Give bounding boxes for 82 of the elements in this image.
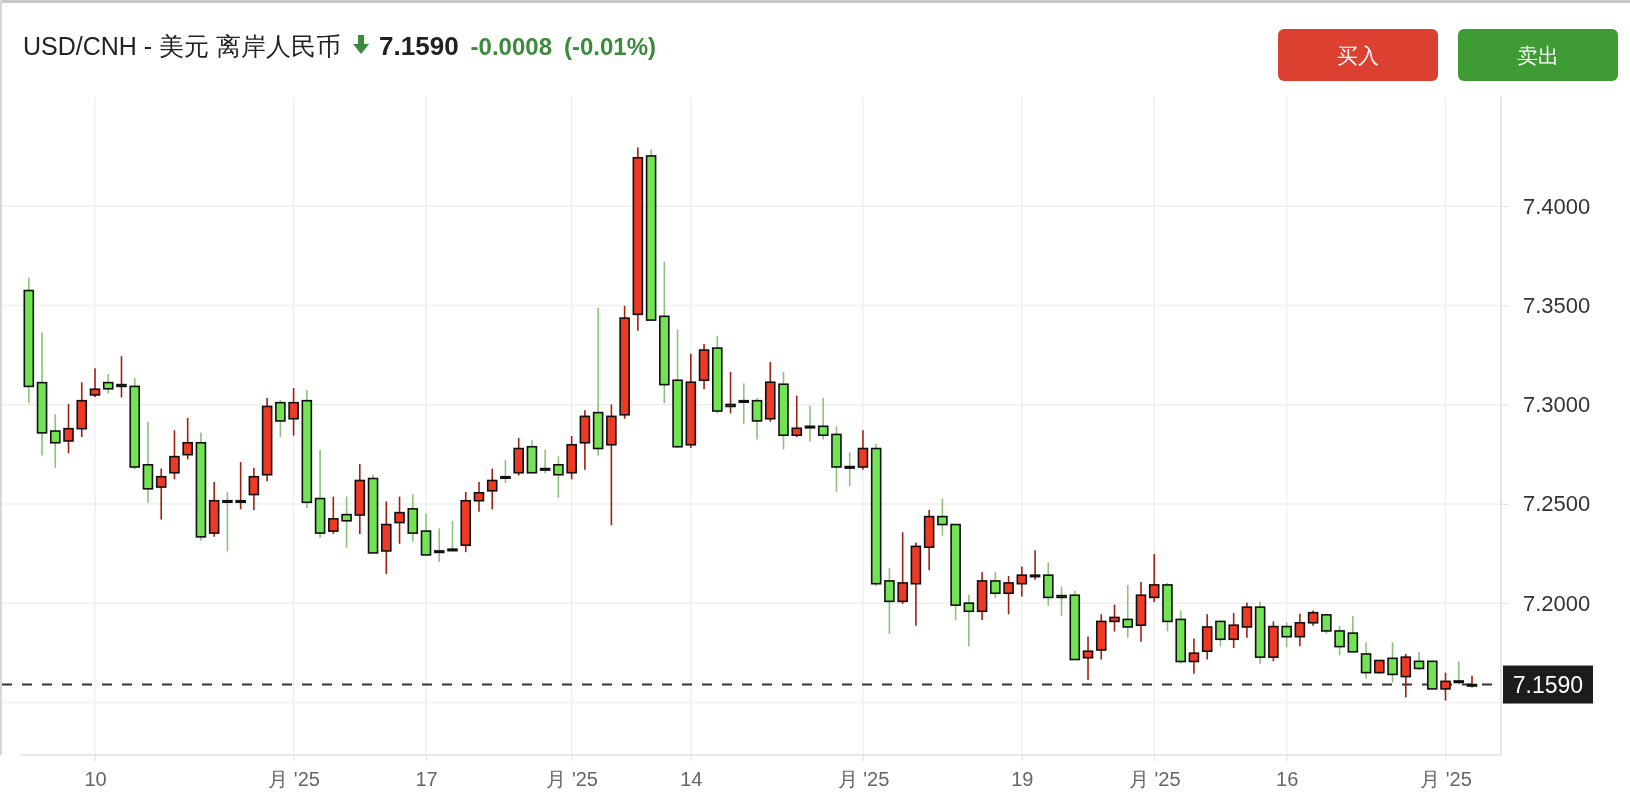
candlestick (857, 429, 869, 471)
text: (-0.01%) (564, 33, 657, 60)
x-tick-label: 月 '25 (268, 768, 320, 790)
y-tick-label: 7.4000 (1523, 193, 1591, 219)
x-tick-label: 16 (1276, 768, 1299, 790)
candlestick (897, 531, 908, 605)
candlestick (1082, 635, 1094, 681)
candlestick (1281, 621, 1292, 649)
candlestick (473, 481, 485, 513)
candlestick (394, 495, 405, 545)
candlestick (169, 429, 180, 481)
x-tick-label: 10 (84, 768, 107, 790)
candlestick (937, 497, 948, 537)
candlestick (288, 387, 299, 437)
candlestick (102, 373, 114, 395)
ref-line-label: 7.1590 (1512, 671, 1584, 698)
candlestick (1122, 584, 1134, 639)
y-tick-label: 7.3500 (1523, 292, 1591, 318)
candlestick (1360, 641, 1372, 680)
candlestick (553, 455, 564, 499)
candlestick (1387, 641, 1398, 684)
candlestick (1466, 675, 1478, 689)
button[interactable]: 买入 (1278, 29, 1438, 81)
candlestick (963, 593, 975, 648)
candlestick (155, 467, 167, 521)
candlestick (89, 367, 101, 398)
candlestick (1347, 615, 1359, 654)
candlestick (1029, 549, 1041, 581)
candlestick (235, 461, 246, 511)
candlestick (1188, 637, 1200, 675)
candlestick (1215, 620, 1226, 648)
candlestick (500, 459, 511, 484)
x-tick-label: 14 (680, 768, 703, 790)
y-tick-label: 7.2500 (1523, 491, 1591, 517)
candlestick (1440, 671, 1451, 702)
candlestick (63, 403, 74, 455)
candlestick (116, 355, 127, 399)
x-tick-label: 19 (1011, 768, 1034, 790)
candlestick (539, 448, 551, 475)
candlestick (341, 495, 352, 549)
candlestick (791, 394, 803, 438)
candlestick (1148, 553, 1160, 603)
text: 7.1590 (379, 31, 459, 61)
x-tick-label: 17 (415, 768, 438, 790)
candlestick (1294, 612, 1306, 648)
candlestick (1043, 561, 1054, 607)
candlestick (1334, 624, 1345, 657)
candlestick (222, 491, 233, 553)
candlestick (884, 567, 895, 635)
button[interactable]: 卖出 (1458, 29, 1618, 81)
candlestick (433, 527, 445, 563)
candlestick (1400, 653, 1412, 699)
candlestick (817, 397, 829, 441)
candlestick (248, 466, 260, 511)
candlestick (990, 571, 1001, 599)
candlestick (275, 399, 286, 438)
candlestick (447, 519, 458, 552)
candlestick (420, 513, 432, 556)
candlestick (49, 413, 61, 469)
candlestick (1003, 575, 1014, 616)
y-tick-label: 7.3000 (1523, 392, 1591, 418)
candlestick (1016, 565, 1028, 598)
candlestick (1228, 612, 1239, 649)
x-tick-label: 月 '25 (1420, 768, 1472, 790)
y-tick-label: 7.2000 (1523, 590, 1591, 616)
candlestick (1453, 660, 1465, 686)
candlestick (328, 495, 339, 535)
candlestick (486, 467, 498, 511)
x-tick-label: 月 '25 (837, 768, 890, 790)
candlestick (1241, 601, 1253, 639)
x-tick-label: 月 '25 (546, 768, 598, 790)
candlestick (1109, 603, 1120, 633)
candlestick (738, 382, 750, 425)
candlestick (725, 371, 736, 415)
candlestick (751, 397, 763, 441)
candlestick (1056, 585, 1067, 618)
x-tick-label: 月 '25 (1128, 768, 1181, 790)
candlestick (804, 404, 816, 443)
candlestick (182, 417, 193, 461)
chart-title: USD/CNH - 美元 离岸人民币 (23, 32, 342, 60)
text: -0.0008 (470, 33, 552, 60)
candlestick (844, 451, 855, 487)
